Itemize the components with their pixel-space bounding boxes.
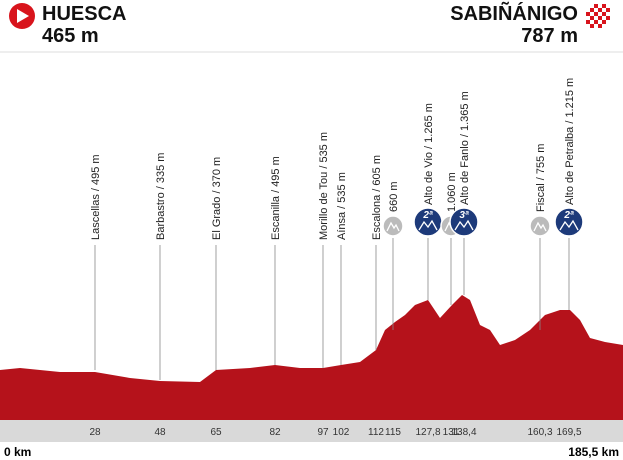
- flag-cell: [586, 12, 590, 16]
- flag-cell: [606, 16, 610, 20]
- waypoint-label: Alto de Vio / 1.265 m: [423, 103, 435, 205]
- flag-cell: [598, 8, 602, 12]
- flag-cell: [590, 12, 594, 16]
- flag-cell: [606, 8, 610, 12]
- climb-icon: [554, 207, 584, 237]
- flag-cell: [594, 16, 598, 20]
- flag-cell: [586, 8, 590, 12]
- climb-category: 3ª: [459, 210, 469, 221]
- climb-icon-peak: [454, 219, 474, 231]
- elevation-profile: [0, 295, 623, 420]
- flag-cell: [606, 12, 610, 16]
- finish-altitude: 787 m: [521, 25, 578, 47]
- flag-cell: [598, 20, 602, 24]
- waypoint-km: 112: [368, 427, 384, 438]
- flag-cell: [594, 8, 598, 12]
- waypoint-km: 102: [333, 427, 350, 438]
- waypoint-km: 115: [385, 427, 401, 438]
- flag-cell: [590, 24, 594, 28]
- flag-cell: [586, 16, 590, 20]
- waypoint-km: 127,8: [415, 427, 440, 438]
- waypoint-icon-peak: [533, 221, 547, 232]
- waypoint-km: 138,4: [451, 427, 476, 438]
- flag-cell: [602, 20, 606, 24]
- waypoint-km: 97: [317, 427, 329, 438]
- climb-category: 2ª: [563, 210, 574, 221]
- waypoint-label: Aínsa / 535 m: [336, 172, 348, 240]
- waypoint-km: 169,5: [556, 427, 581, 438]
- climb-icon-peak: [418, 219, 438, 231]
- flag-cell: [594, 4, 598, 8]
- waypoint-label: 1.060 m: [446, 172, 458, 212]
- waypoint-km: 160,3: [527, 427, 552, 438]
- flag-cell: [594, 12, 598, 16]
- start-distance: 0 km: [4, 445, 31, 459]
- flag-cell: [602, 8, 606, 12]
- start-altitude: 465 m: [42, 25, 99, 47]
- waypoint-icon-peak: [386, 221, 400, 232]
- flag-cell: [590, 4, 594, 8]
- waypoint-label: 660 m: [388, 181, 400, 212]
- waypoint-label: Morillo de Tou / 535 m: [318, 132, 330, 240]
- flag-cell: [598, 24, 602, 28]
- flag-cell: [602, 12, 606, 16]
- climb-icon-peak: [559, 219, 579, 231]
- waypoint-label: Escanilla / 495 m: [270, 156, 282, 240]
- waypoint-label: Alto de Petralba / 1.215 m: [564, 78, 576, 205]
- flag-cell: [594, 20, 598, 24]
- waypoint-label: El Grado / 370 m: [211, 157, 223, 240]
- flag-cell: [602, 4, 606, 8]
- flag-cell: [598, 16, 602, 20]
- waypoint-km: 131: [443, 427, 460, 438]
- waypoint-label: Lascellas / 495 m: [90, 154, 102, 240]
- finish-flag: [586, 4, 610, 28]
- flag-cell: [598, 12, 602, 16]
- waypoint-label: Fiscal / 755 m: [535, 144, 547, 212]
- finish-name: SABIÑÁNIGO: [450, 2, 578, 25]
- flag-cell: [590, 8, 594, 12]
- waypoint-label: Escalona / 605 m: [371, 155, 383, 240]
- start-name: HUESCA: [42, 3, 126, 25]
- climb-category: 2ª: [422, 210, 433, 221]
- flag-cell: [602, 24, 606, 28]
- flag-cell: [598, 4, 602, 8]
- flag-cell: [586, 20, 590, 24]
- flag-cell: [594, 24, 598, 28]
- flag-cell: [606, 20, 610, 24]
- climb-icon: [449, 207, 479, 237]
- flag-cell: [590, 16, 594, 20]
- waypoint-km: 48: [154, 427, 166, 438]
- flag-cell: [602, 16, 606, 20]
- km-band: [0, 420, 623, 442]
- waypoint-km: 65: [210, 427, 222, 438]
- flag-cell: [590, 20, 594, 24]
- waypoint-label: Barbastro / 335 m: [155, 153, 167, 240]
- waypoint-label: Alto de Fanlo / 1.365 m: [459, 91, 471, 205]
- start-icon-arrow: [17, 9, 29, 23]
- finish-distance: 185,5 km: [568, 445, 619, 459]
- waypoint-km: 82: [269, 427, 281, 438]
- waypoint-km: 28: [89, 427, 101, 438]
